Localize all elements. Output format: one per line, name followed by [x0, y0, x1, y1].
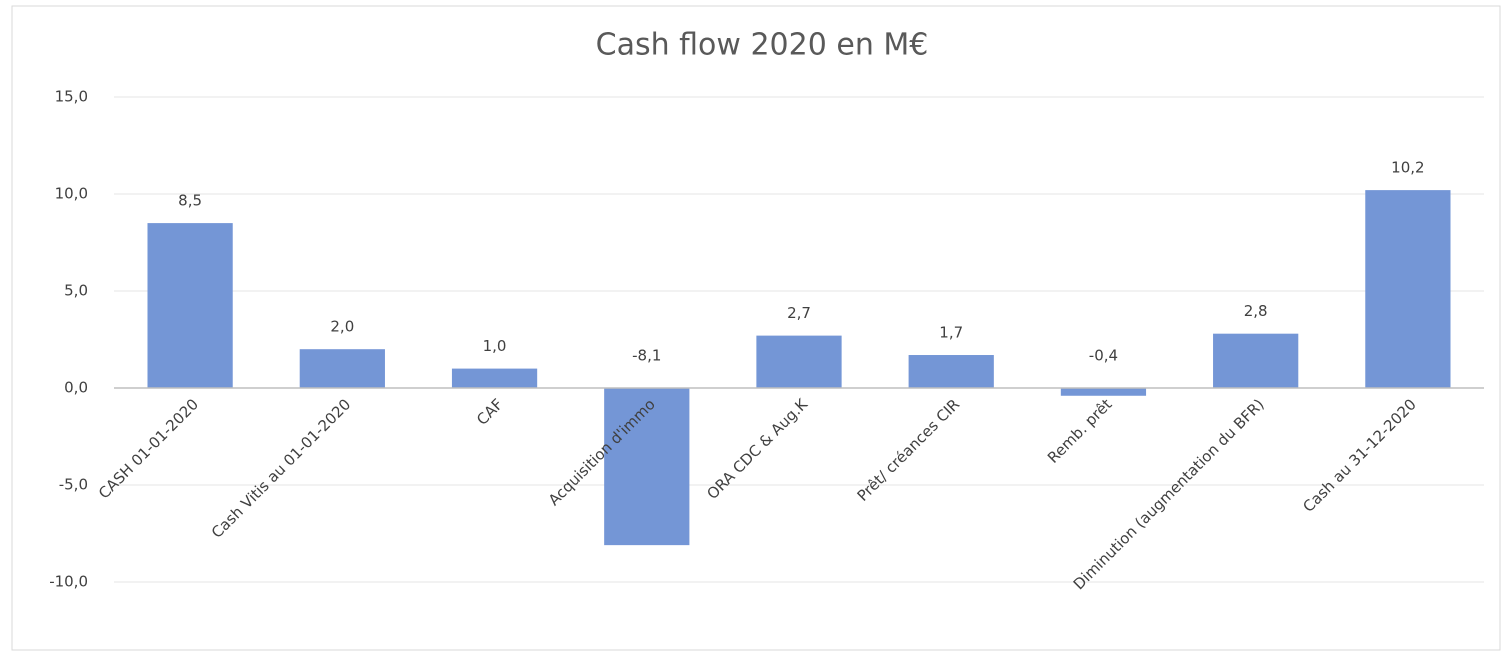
data-label: 8,5 [178, 192, 202, 210]
bar [451, 368, 538, 388]
data-label: -8,1 [632, 347, 661, 365]
bar [1365, 190, 1451, 388]
y-tick-label: 10,0 [55, 185, 88, 203]
data-label: 1,0 [483, 337, 507, 355]
y-tick-label: 0,0 [64, 379, 88, 397]
bar [299, 349, 385, 388]
data-label: 2,8 [1244, 302, 1268, 320]
y-tick-label: -10,0 [49, 573, 88, 591]
bar [1213, 333, 1299, 388]
bar [908, 355, 994, 388]
y-tick-label: 5,0 [64, 282, 88, 300]
bar [147, 223, 233, 388]
bar [756, 335, 842, 388]
chart-title: Cash flow 2020 en M€ [596, 28, 929, 63]
data-label: 2,7 [787, 304, 811, 322]
bar [1060, 388, 1147, 396]
data-label: -0,4 [1089, 347, 1118, 365]
bar [604, 388, 690, 546]
chart-frame [11, 5, 1501, 651]
y-tick-label: 15,0 [55, 88, 88, 106]
data-label: 1,7 [939, 324, 963, 342]
data-label: 10,2 [1391, 159, 1424, 177]
data-label: 2,0 [330, 318, 354, 336]
y-tick-label: -5,0 [59, 476, 88, 494]
